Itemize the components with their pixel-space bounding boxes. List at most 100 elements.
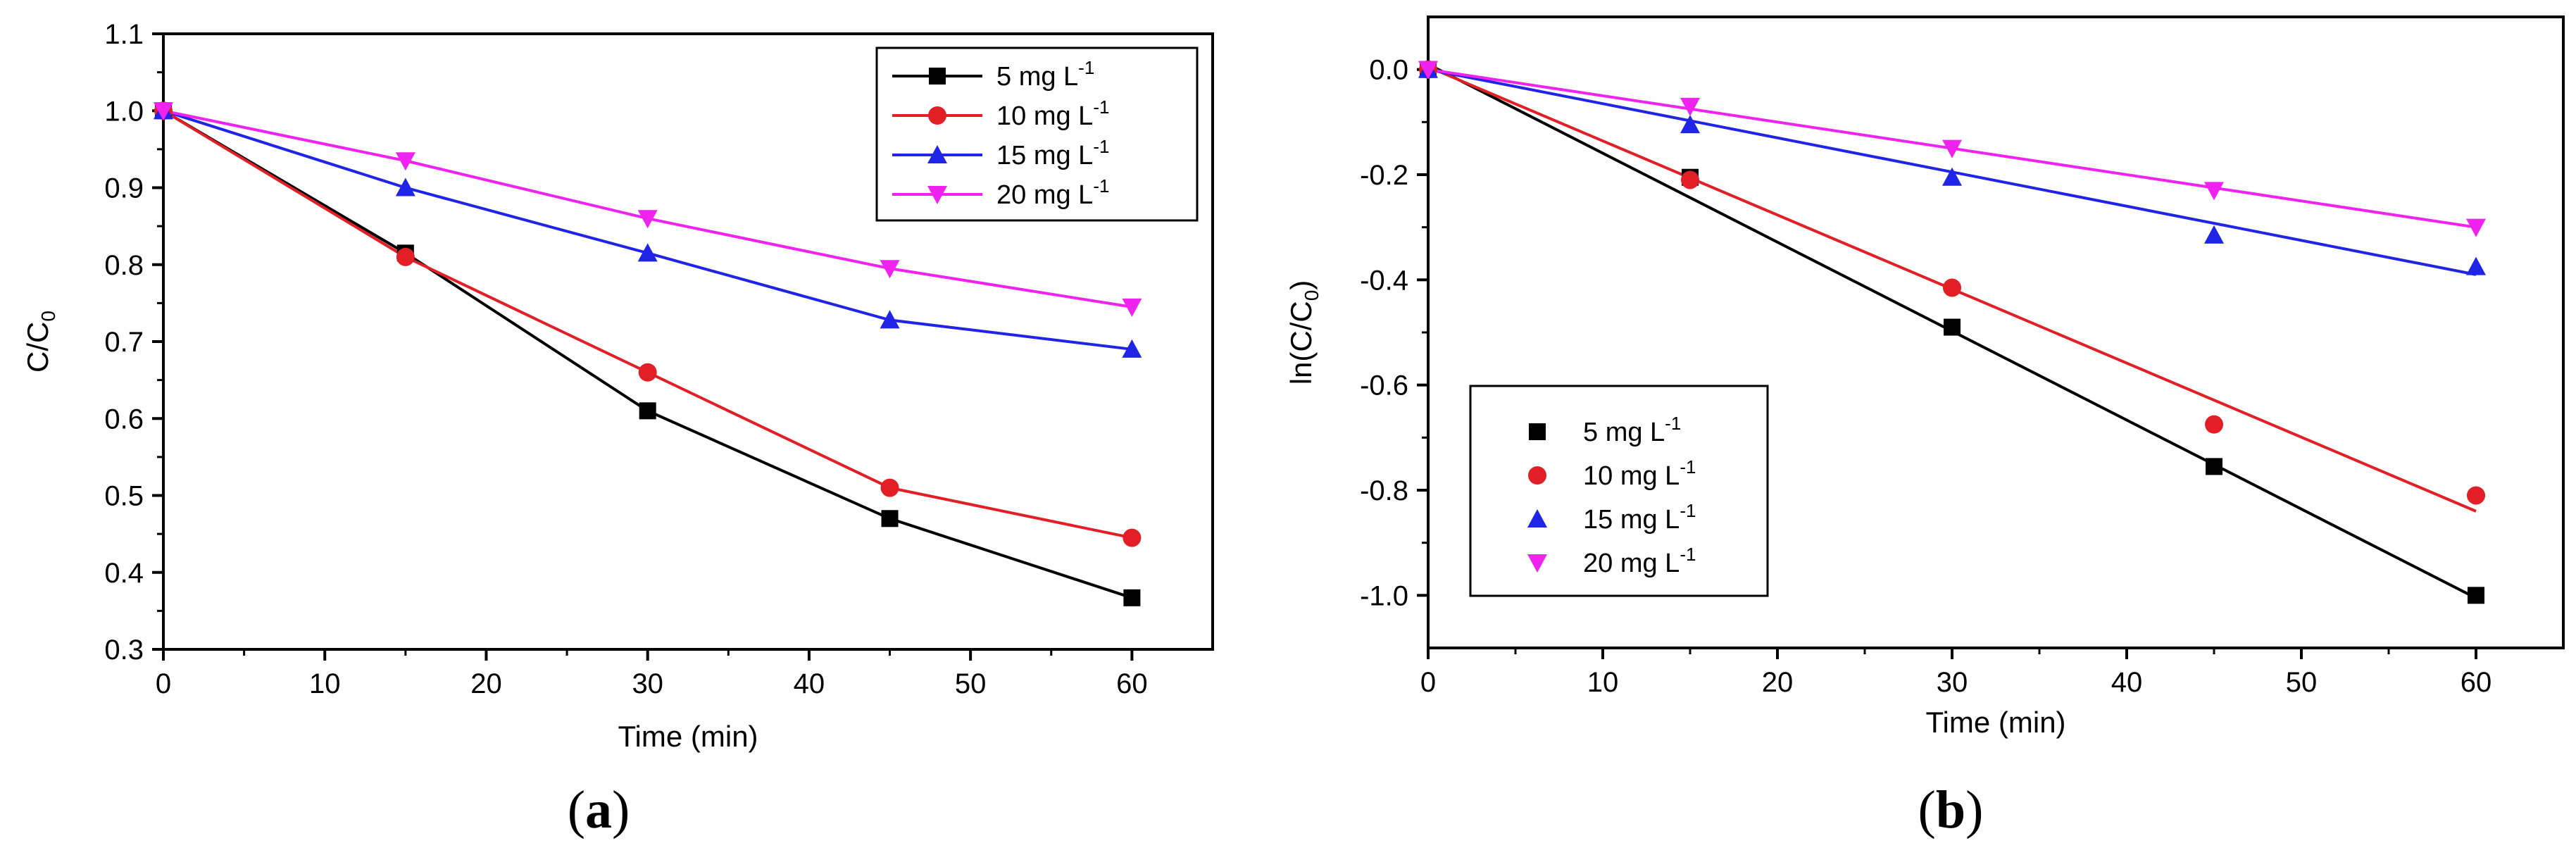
- panel-b-x-axis-label: Time (min): [1925, 706, 2065, 739]
- data-point-s20: [154, 102, 173, 121]
- panel-a-y-axis-label-main: C/C: [21, 322, 54, 373]
- panel-b-markers: [1418, 59, 2486, 604]
- legend-box: [1469, 385, 1769, 597]
- data-point-s20: [1680, 97, 1700, 116]
- data-point-s5: [1944, 318, 1961, 336]
- legend-label-main: 5 mg L: [996, 62, 1078, 92]
- data-point-s20: [880, 260, 900, 279]
- x-tick-label: 10: [1587, 667, 1619, 698]
- panel-b-y-axis-label-end: ): [1284, 280, 1318, 290]
- data-point-s15: [1122, 339, 1142, 358]
- legend-label-main: 20 mg L: [996, 180, 1093, 210]
- data-point-s15: [1680, 115, 1700, 134]
- legend-label-main: 5 mg L: [1583, 418, 1665, 447]
- data-point-s10: [638, 363, 657, 382]
- legend-label-main: 10 mg L: [1583, 461, 1680, 491]
- data-point-s20: [1942, 139, 1962, 158]
- panel-a-caption: (a): [568, 780, 630, 840]
- data-point-s10: [880, 478, 899, 497]
- data-point-s5: [2206, 458, 2222, 475]
- y-tick-label: 0.7: [104, 327, 144, 358]
- data-point-s20: [637, 210, 658, 229]
- x-tick-label: 20: [470, 668, 502, 699]
- panel-b-caption: (b): [1918, 780, 1984, 840]
- legend-label-main: 20 mg L: [1583, 549, 1680, 578]
- data-point-s10: [1681, 170, 1699, 189]
- legend-marker: [1527, 509, 1547, 528]
- panel-a: 0 10 20 30 40 50 60 0.3 0.4 0.5 0.6 0.7 0.8 0.9 1.0 1.1…: [21, 19, 1214, 840]
- y-tick-label: 0.8: [104, 250, 144, 281]
- panel-a-ticks: 0 10 20 30 40 50 60 0.3 0.4 0.5 0.6 0.7 0.8 0.9 1.0 1.1: [104, 19, 1147, 699]
- y-tick-label: -0.6: [1360, 370, 1408, 401]
- panel-b-y-axis-label-subscript: 0: [1301, 290, 1323, 301]
- legend-marker: [928, 106, 946, 125]
- legend-label-main: 10 mg L: [996, 101, 1093, 131]
- panel-b-caption-letter: b: [1936, 780, 1965, 840]
- legend-label: 5 mg L-1: [1583, 413, 1681, 447]
- data-point-s10: [2205, 415, 2223, 434]
- data-point-s15: [880, 310, 900, 329]
- legend-item-s5: 5 mg L-1: [892, 57, 1094, 92]
- data-point-s20: [1122, 298, 1142, 317]
- legend-item-s10: 10 mg L-1: [1528, 456, 1696, 491]
- legend-marker: [927, 186, 947, 204]
- x-tick-label: 40: [794, 668, 825, 699]
- legend-label-superscript: -1: [1680, 456, 1696, 478]
- legend-label-superscript: -1: [1093, 175, 1109, 196]
- legend-label-superscript: -1: [1078, 57, 1094, 78]
- legend-marker: [1527, 554, 1547, 573]
- x-tick-label: 50: [955, 668, 987, 699]
- panel-b: 0 10 20 30 40 50 60 0.0 -0.2 -0.4 -0.6 -0.8 -1.0 5 m…: [1284, 15, 2565, 840]
- data-point-s15: [2204, 225, 2224, 244]
- panel-a-caption-letter: a: [585, 780, 612, 840]
- data-point-s20: [2204, 182, 2224, 201]
- data-point-s5: [2468, 587, 2484, 604]
- panel-b-y-axis-label-main: ln(C/C: [1284, 301, 1318, 385]
- legend-label: 10 mg L-1: [996, 96, 1109, 131]
- data-point-s15: [637, 243, 658, 262]
- legend-label: 10 mg L-1: [1583, 456, 1696, 491]
- legend-label: 20 mg L-1: [1583, 544, 1696, 578]
- panel-a-x-axis-label: Time (min): [618, 720, 758, 753]
- data-point-s10: [1123, 528, 1142, 547]
- legend-label-superscript: -1: [1093, 96, 1109, 118]
- legend-label-superscript: -1: [1665, 413, 1681, 434]
- legend-label-superscript: -1: [1093, 136, 1109, 157]
- y-tick-label: 0.3: [104, 635, 144, 666]
- data-point-s5: [1123, 589, 1141, 606]
- y-tick-label: 1.1: [104, 19, 144, 50]
- x-tick-label: 50: [2286, 667, 2318, 698]
- y-tick-label: 0.5: [104, 481, 144, 512]
- y-tick-label: -0.8: [1360, 475, 1408, 506]
- y-tick-label: -1.0: [1360, 580, 1408, 611]
- y-tick-label: -0.2: [1360, 160, 1408, 191]
- panel-b-ticks: 0 10 20 30 40 50 60 0.0 -0.2 -0.4 -0.6 -0.8 -1.0: [1360, 55, 2491, 698]
- x-tick-label: 0: [1420, 667, 1436, 698]
- x-tick-label: 10: [309, 668, 341, 699]
- data-point-s5: [639, 402, 656, 420]
- data-point-s20: [2466, 218, 2486, 237]
- legend-item-s15: 15 mg L-1: [1527, 500, 1696, 535]
- panel-a-markers: [154, 101, 1142, 606]
- x-tick-label: 40: [2111, 667, 2143, 698]
- legend-label-superscript: -1: [1680, 544, 1696, 565]
- legend-label: 15 mg L-1: [996, 136, 1109, 170]
- data-point-s20: [1418, 61, 1438, 80]
- legend-marker: [1529, 423, 1546, 440]
- legend-label-main: 15 mg L: [1583, 505, 1680, 535]
- data-point-s10: [1943, 278, 1961, 297]
- panel-a-legend: 5 mg L-110 mg L-115 mg L-120 mg L-1: [875, 46, 1199, 222]
- data-point-s5: [881, 510, 899, 528]
- x-tick-label: 30: [1937, 667, 1968, 698]
- legend-item-s20: 20 mg L-1: [892, 175, 1109, 210]
- data-point-s15: [395, 177, 415, 196]
- y-tick-label: 0.4: [104, 558, 144, 589]
- panel-b-y-axis-label: ln(C/C0): [1284, 280, 1323, 385]
- legend-label-main: 15 mg L: [996, 141, 1093, 170]
- legend-item-s20: 20 mg L-1: [1527, 544, 1696, 578]
- x-tick-label: 0: [156, 668, 171, 699]
- panel-a-y-axis-label: C/C0: [21, 311, 59, 373]
- legend-label: 15 mg L-1: [1583, 500, 1696, 535]
- y-tick-label: -0.4: [1360, 265, 1408, 296]
